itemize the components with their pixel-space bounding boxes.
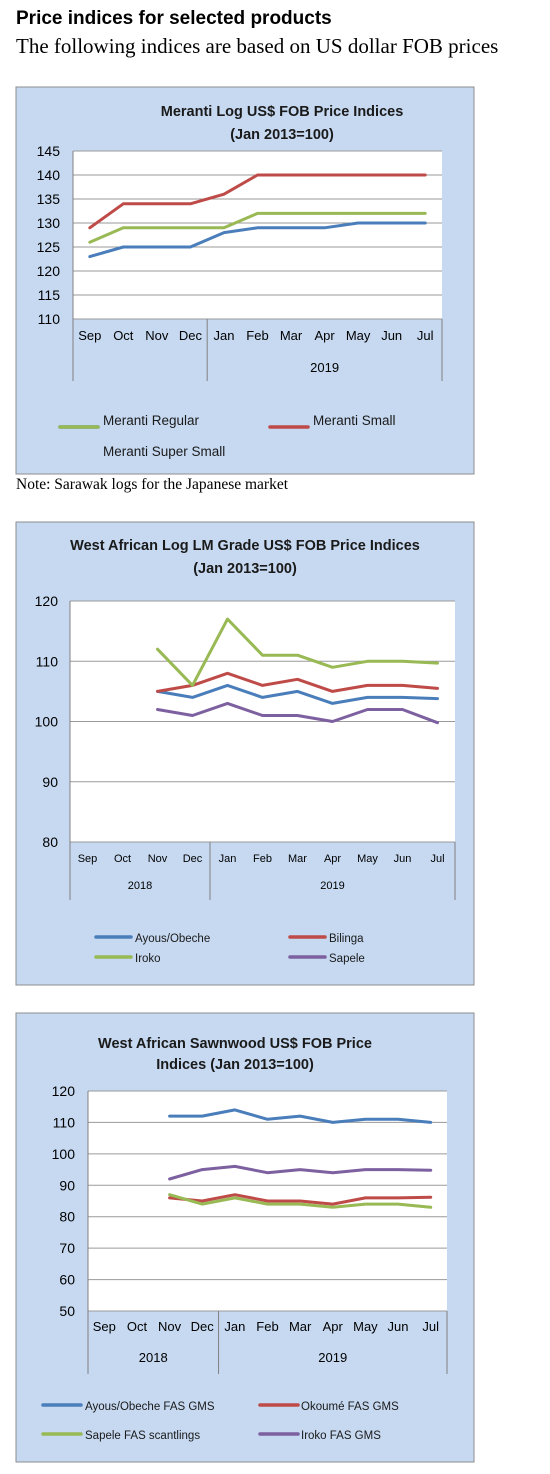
chart-note: Note: Sarawak logs for the Japanese mark… xyxy=(16,476,289,493)
series-line-4 xyxy=(168,1164,433,1181)
x-tick-label: Mar xyxy=(289,1319,312,1334)
y-tick-label: 60 xyxy=(59,1272,75,1288)
x-tick-label: Sep xyxy=(93,1319,116,1334)
x-tick-label: Dec xyxy=(191,1319,215,1334)
legend-label: Meranti Super Small xyxy=(103,444,225,459)
year-label: 2018 xyxy=(128,880,152,892)
x-tick-label: Jul xyxy=(422,1319,439,1334)
x-tick-label: Feb xyxy=(246,328,268,343)
legend-label: Iroko FAS GMS xyxy=(301,1430,381,1442)
x-tick-label: May xyxy=(353,1319,378,1334)
y-tick-label: 50 xyxy=(59,1303,75,1319)
legend-label: Meranti Small xyxy=(313,413,396,428)
series-line-1 xyxy=(156,683,439,705)
chart-title: West African Log LM Grade US$ FOB Price … xyxy=(70,538,420,554)
x-tick-label: Jul xyxy=(430,853,444,865)
y-tick-label: 110 xyxy=(36,653,59,669)
y-tick-label: 80 xyxy=(42,834,58,850)
x-tick-label: Oct xyxy=(113,328,134,343)
x-tick-label: Jan xyxy=(213,328,234,343)
y-tick-label: 125 xyxy=(37,239,61,255)
page-heading: Price indices for selected products xyxy=(16,8,332,29)
chart-title: Meranti Log US$ FOB Price Indices xyxy=(161,104,404,120)
x-tick-label: Mar xyxy=(288,853,307,865)
year-label: 2018 xyxy=(139,1350,168,1365)
chart-title: West African Sawnwood US$ FOB Price xyxy=(98,1036,372,1052)
y-tick-label: 135 xyxy=(37,191,61,207)
series-line-2 xyxy=(156,671,439,693)
legend-label: Sapele xyxy=(329,953,365,965)
y-tick-label: 90 xyxy=(42,774,58,790)
x-tick-label: Jun xyxy=(381,328,402,343)
y-tick-label: 110 xyxy=(53,1114,76,1130)
x-tick-label: Jan xyxy=(219,853,237,865)
y-tick-label: 130 xyxy=(37,215,61,231)
x-tick-label: Jul xyxy=(417,328,434,343)
y-tick-label: 70 xyxy=(59,1240,75,1256)
legend-label: Iroko xyxy=(135,953,161,965)
series-line-4 xyxy=(156,701,439,725)
y-tick-label: 120 xyxy=(35,593,59,609)
x-tick-label: Apr xyxy=(323,1319,344,1334)
y-tick-label: 120 xyxy=(37,263,61,279)
chart-3: West African Sawnwood US$ FOB Price Indic… xyxy=(15,1012,475,1463)
legend-label: Bilinga xyxy=(329,933,364,945)
x-tick-label: Apr xyxy=(314,328,335,343)
legend-label: Ayous/Obeche xyxy=(135,933,210,945)
series-line-3 xyxy=(88,211,427,244)
series-line-3 xyxy=(156,617,439,687)
x-tick-label: Dec xyxy=(183,853,203,865)
chart-2: West African Log LM Grade US$ FOB Price … xyxy=(15,521,475,986)
legend-label: Okoumé FAS GMS xyxy=(301,1401,399,1413)
x-tick-label: Feb xyxy=(253,853,272,865)
legend-label: Meranti Regular xyxy=(103,413,200,428)
x-tick-label: May xyxy=(357,853,378,865)
chart-title: Indices (Jan 2013=100) xyxy=(156,1057,314,1073)
y-tick-label: 110 xyxy=(38,311,61,327)
x-tick-label: Jun xyxy=(388,1319,409,1334)
chart-title: (Jan 2013=100) xyxy=(230,127,334,143)
y-tick-label: 100 xyxy=(52,1146,76,1162)
y-tick-label: 100 xyxy=(35,714,59,730)
page-subheading: The following indices are based on US do… xyxy=(16,34,499,58)
x-tick-label: Feb xyxy=(256,1319,278,1334)
x-tick-label: Nov xyxy=(158,1319,182,1334)
series-line-3 xyxy=(168,1193,433,1209)
x-tick-label: Dec xyxy=(179,328,203,343)
chart-1: Meranti Log US$ FOB Price Indices (Jan 20… xyxy=(15,86,475,475)
x-tick-label: Sep xyxy=(78,328,101,343)
x-tick-label: Jun xyxy=(394,853,412,865)
x-tick-label: Oct xyxy=(127,1319,148,1334)
y-tick-label: 145 xyxy=(37,143,61,159)
series-line-1 xyxy=(88,221,427,259)
x-tick-label: Oct xyxy=(114,853,131,865)
x-tick-label: Nov xyxy=(145,328,169,343)
y-tick-label: 90 xyxy=(59,1177,75,1193)
x-tick-label: Mar xyxy=(280,328,303,343)
x-tick-label: Sep xyxy=(78,853,98,865)
series-line-2 xyxy=(168,1193,433,1206)
series-line-2 xyxy=(88,173,427,230)
year-label: 2019 xyxy=(320,880,344,892)
x-tick-label: May xyxy=(346,328,371,343)
y-tick-label: 80 xyxy=(59,1209,75,1225)
legend-label: Sapele FAS scantlings xyxy=(85,1430,200,1442)
x-tick-label: Apr xyxy=(324,853,341,865)
chart-title: (Jan 2013=100) xyxy=(193,561,297,577)
x-tick-label: Nov xyxy=(148,853,168,865)
y-tick-label: 140 xyxy=(37,167,61,183)
y-tick-label: 120 xyxy=(52,1083,76,1099)
x-tick-label: Jan xyxy=(224,1319,245,1334)
legend-label: Ayous/Obeche FAS GMS xyxy=(85,1401,215,1413)
series-line-1 xyxy=(168,1108,433,1124)
plot-area xyxy=(73,151,442,319)
year-label: 2019 xyxy=(318,1350,347,1365)
y-tick-label: 115 xyxy=(38,287,61,303)
year-label: 2019 xyxy=(310,360,339,375)
